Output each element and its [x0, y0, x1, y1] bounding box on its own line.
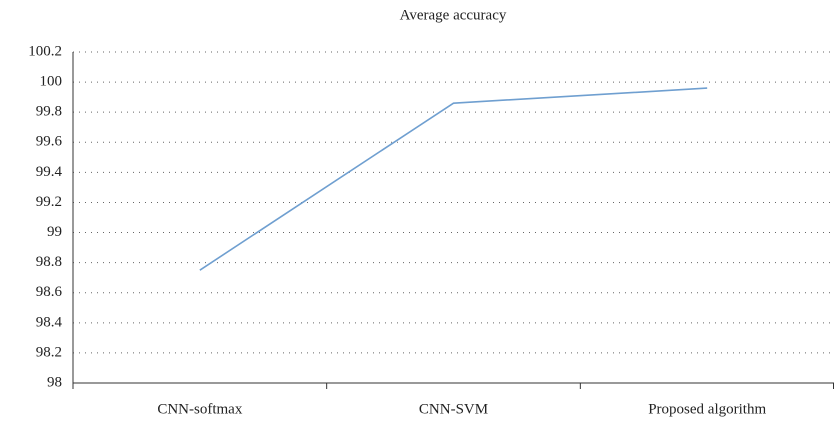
x-tick-label: Proposed algorithm [648, 401, 766, 417]
y-tick-label: 100 [40, 74, 63, 90]
chart-title: Average accuracy [400, 7, 507, 23]
x-tick-label: CNN-softmax [157, 401, 242, 417]
y-tick-label: 98.2 [36, 344, 62, 360]
y-tick-label: 99.2 [36, 194, 62, 210]
y-tick-label: 99.4 [36, 164, 63, 180]
y-tick-label: 99.6 [36, 134, 63, 150]
y-tick-label: 98.6 [36, 284, 63, 300]
y-tick-label: 99.8 [36, 104, 62, 120]
y-tick-label: 98 [47, 374, 62, 390]
x-tick-label: CNN-SVM [419, 401, 488, 417]
y-tick-label: 99 [47, 224, 62, 240]
y-tick-label: 98.8 [36, 254, 62, 270]
y-tick-label: 98.4 [36, 314, 63, 330]
y-tick-label: 100.2 [28, 43, 62, 59]
line-series [199, 87, 708, 271]
